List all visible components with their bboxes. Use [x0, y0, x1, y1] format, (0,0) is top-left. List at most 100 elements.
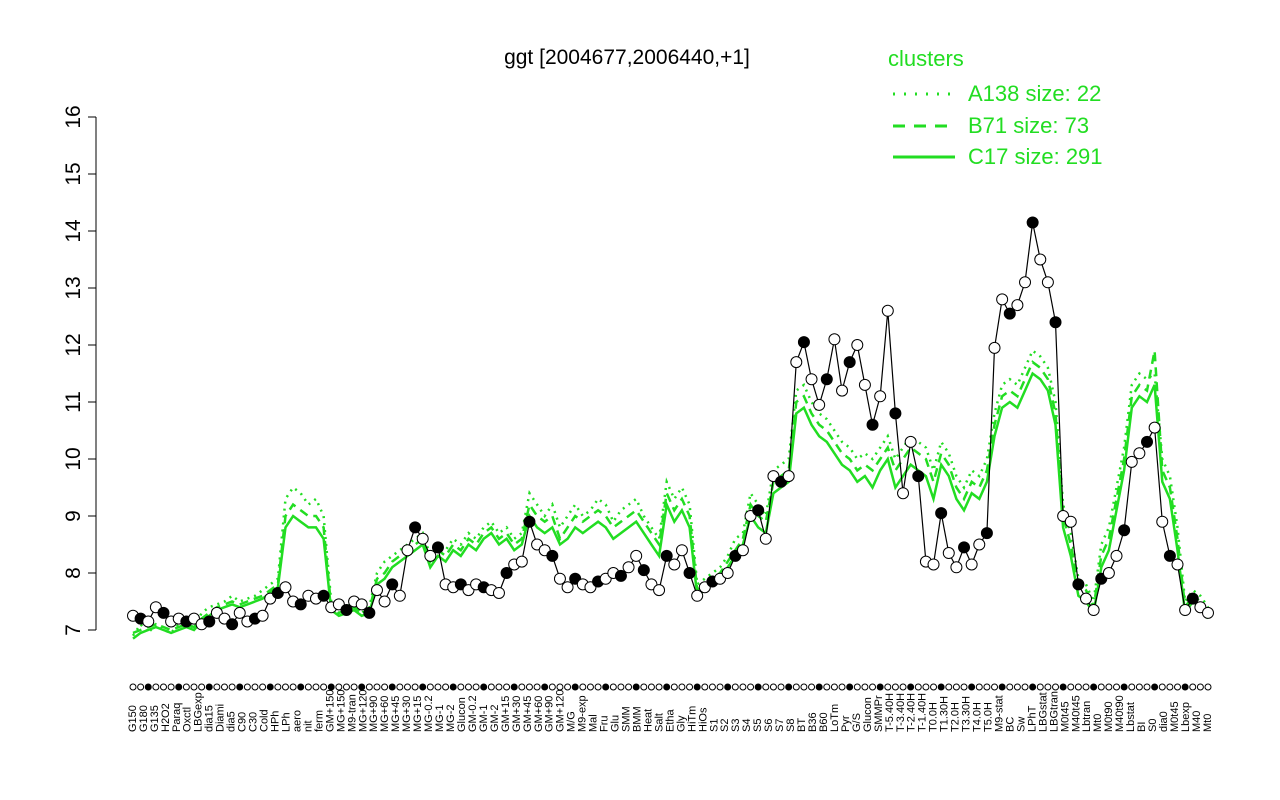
x-tick-label: S3	[730, 719, 742, 732]
x-tick-label: M9-tran	[346, 694, 358, 732]
data-point	[622, 561, 635, 574]
x-tick-label: Mt0	[1092, 714, 1104, 732]
rug-marker	[1082, 683, 1090, 691]
x-tick-label: S2	[719, 719, 731, 732]
data-point	[157, 606, 170, 619]
data-point	[1026, 216, 1039, 229]
data-point	[866, 418, 879, 431]
data-point	[378, 595, 391, 608]
data-point	[523, 515, 536, 528]
data-point	[1171, 558, 1184, 571]
rug-marker	[678, 683, 686, 691]
data-point	[782, 470, 795, 483]
rug-marker	[830, 683, 838, 691]
x-tick-label: T-1.40H	[917, 693, 929, 732]
y-tick-label: 13	[62, 276, 85, 299]
data-point	[637, 564, 650, 577]
rug-marker	[533, 683, 541, 691]
legend-item-a138: A138 size: 22	[968, 81, 1101, 106]
rug-marker	[274, 683, 282, 691]
rug-marker	[251, 683, 259, 691]
rug-marker	[899, 683, 907, 691]
x-tick-label: B60	[818, 712, 830, 732]
rug-marker	[342, 683, 350, 691]
rug-marker	[952, 683, 960, 691]
data-point	[317, 589, 330, 602]
x-tick-label: C90	[237, 712, 249, 732]
rug-marker	[739, 683, 747, 691]
data-point	[874, 390, 887, 403]
x-tick-label: Glucon	[862, 697, 874, 732]
x-tick-label: dia0	[1158, 711, 1170, 732]
rug-marker	[945, 683, 953, 691]
rug-marker	[792, 683, 800, 691]
rug-marker	[518, 683, 526, 691]
data-point	[142, 615, 155, 628]
x-tick-label: GM+45	[522, 696, 534, 732]
rug-marker	[640, 683, 648, 691]
y-tick-label: 10	[62, 447, 85, 470]
rug-marker	[968, 683, 976, 691]
rug-marker	[281, 683, 289, 691]
x-tick-label: C30	[248, 712, 260, 732]
x-tick-label: M0t90	[1103, 701, 1115, 732]
x-tick-label: Diami	[215, 704, 227, 732]
data-point	[988, 341, 1001, 354]
data-point	[973, 538, 986, 551]
rug-marker	[808, 683, 816, 691]
rug-marker	[701, 683, 709, 691]
rug-marker	[1090, 683, 1098, 691]
data-point	[820, 373, 833, 386]
data-point	[858, 378, 871, 391]
x-tick-label: M9-stat	[994, 695, 1006, 732]
rug-marker	[510, 683, 518, 691]
x-tick-label: LPh	[281, 712, 293, 732]
data-point	[736, 544, 749, 557]
rug-marker	[1135, 683, 1143, 691]
rug-marker	[373, 683, 381, 691]
data-point	[1087, 604, 1100, 617]
x-tick-label: LBGstat	[1037, 692, 1049, 732]
x-tick-label: Lbtran	[1081, 701, 1093, 732]
rug-marker	[358, 683, 366, 691]
rug-marker	[846, 683, 854, 691]
data-point	[1003, 307, 1016, 320]
rug-marker	[853, 683, 861, 691]
rug-marker	[175, 683, 183, 691]
rug-marker	[586, 683, 594, 691]
data-point	[500, 567, 513, 579]
x-tick-label: Heat	[643, 709, 655, 732]
data-point	[1034, 253, 1047, 266]
rug-marker	[480, 683, 488, 691]
x-tick-label: T-5.40H	[884, 693, 896, 732]
x-tick-label: S6	[763, 719, 775, 732]
rug-marker	[716, 683, 724, 691]
data-point	[965, 558, 978, 571]
x-tick-label: Salt	[653, 713, 665, 732]
x-tick-label: ferm	[313, 710, 325, 732]
data-point	[1102, 567, 1115, 579]
x-tick-label: dia5	[226, 711, 238, 732]
data-point	[653, 584, 666, 597]
y-tick-label: 16	[62, 105, 85, 128]
rug-marker	[571, 683, 579, 691]
rug-marker	[365, 683, 373, 691]
rug-marker	[381, 683, 389, 691]
x-tick-label: MG+150	[335, 690, 347, 733]
rug-marker	[525, 683, 533, 691]
rug-marker	[442, 683, 450, 691]
rug-marker	[289, 683, 297, 691]
rug-marker	[434, 683, 442, 691]
rug-marker	[922, 683, 930, 691]
rug-marker	[869, 683, 877, 691]
x-tick-label: T2.0H	[950, 702, 962, 732]
rug-marker	[297, 683, 305, 691]
rug-marker	[655, 683, 663, 691]
rug-marker	[213, 683, 221, 691]
rug-marker	[159, 683, 167, 691]
rug-marker	[1074, 683, 1082, 691]
x-tick-label: MG+30	[401, 696, 413, 732]
rug-marker	[594, 683, 602, 691]
rug-marker	[1105, 683, 1113, 691]
